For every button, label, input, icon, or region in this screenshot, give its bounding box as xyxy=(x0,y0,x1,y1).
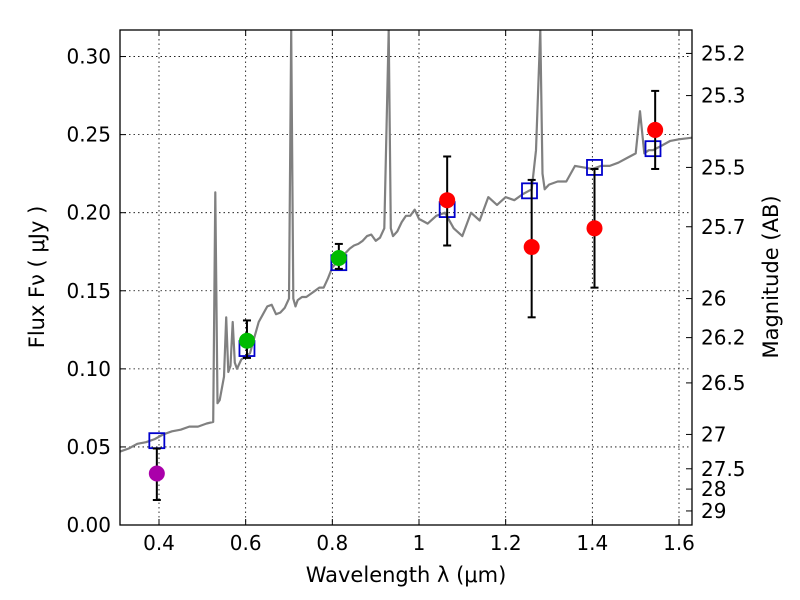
x-tick-label: 0.8 xyxy=(316,531,348,555)
y-tick-label: 0.20 xyxy=(66,201,111,225)
magnitude-tick-label: 29 xyxy=(701,499,726,523)
x-tick-label: 1.4 xyxy=(576,531,608,555)
plot-frame xyxy=(119,29,693,526)
observed-photometry-point xyxy=(647,121,664,138)
magnitude-tick-label: 26 xyxy=(701,287,726,311)
observed-photometry-point xyxy=(330,249,347,266)
magnitude-tick-label: 27.5 xyxy=(701,457,746,481)
spectrum-layer xyxy=(120,30,692,453)
observed-photometry-point xyxy=(148,465,165,482)
x-tick-label: 0.6 xyxy=(230,531,262,555)
model-photometry-square xyxy=(521,182,538,200)
y2-axis-title: Magnitude (AB) xyxy=(759,195,783,358)
magnitude-tick-label: 26.5 xyxy=(701,371,746,395)
observed-photometry-point xyxy=(523,239,540,256)
x-tick-label: 1.2 xyxy=(490,531,522,555)
y-tick-labels: 0.00 0.05 0.10 0.15 0.20 0.25 0.30 xyxy=(66,45,111,537)
observed-photometry-point xyxy=(586,220,603,237)
ticks xyxy=(120,30,692,526)
x-axis-title: Wavelength λ (μm) xyxy=(306,563,507,587)
magnitude-tick-label: 27 xyxy=(701,422,726,446)
spectrum-line xyxy=(120,30,692,453)
magnitude-tick-label: 26.2 xyxy=(701,326,746,350)
observed-photometry-point xyxy=(238,332,255,349)
plot-background xyxy=(120,30,692,525)
observed-photometry-point xyxy=(439,192,456,209)
x-tick-labels: 0.4 0.6 0.8 1 1.2 1.4 1.6 xyxy=(143,531,695,555)
x-tick-label: 1 xyxy=(413,531,426,555)
y-tick-label: 0.05 xyxy=(66,435,111,459)
magnitude-tick-label: 25.2 xyxy=(701,41,746,65)
x-tick-label: 0.4 xyxy=(143,531,175,555)
y-tick-label: 0.00 xyxy=(66,513,111,537)
magnitude-tick-label: 25.7 xyxy=(701,215,746,239)
y-tick-label: 0.25 xyxy=(66,123,111,147)
magnitude-tick-label: 25.5 xyxy=(701,155,746,179)
observed-photometry-layer xyxy=(148,89,664,502)
y-tick-label: 0.10 xyxy=(66,357,111,381)
model-photometry-square xyxy=(644,140,662,158)
magnitude-tick-label: 28 xyxy=(701,477,726,501)
x-tick-label: 1.6 xyxy=(663,531,695,555)
magnitude-tick-label: 25.3 xyxy=(701,84,746,108)
y-axis-title: Flux Fν ( μJy ) xyxy=(25,206,49,349)
y-tick-label: 0.15 xyxy=(66,279,111,303)
y-tick-label: 0.30 xyxy=(66,45,111,69)
